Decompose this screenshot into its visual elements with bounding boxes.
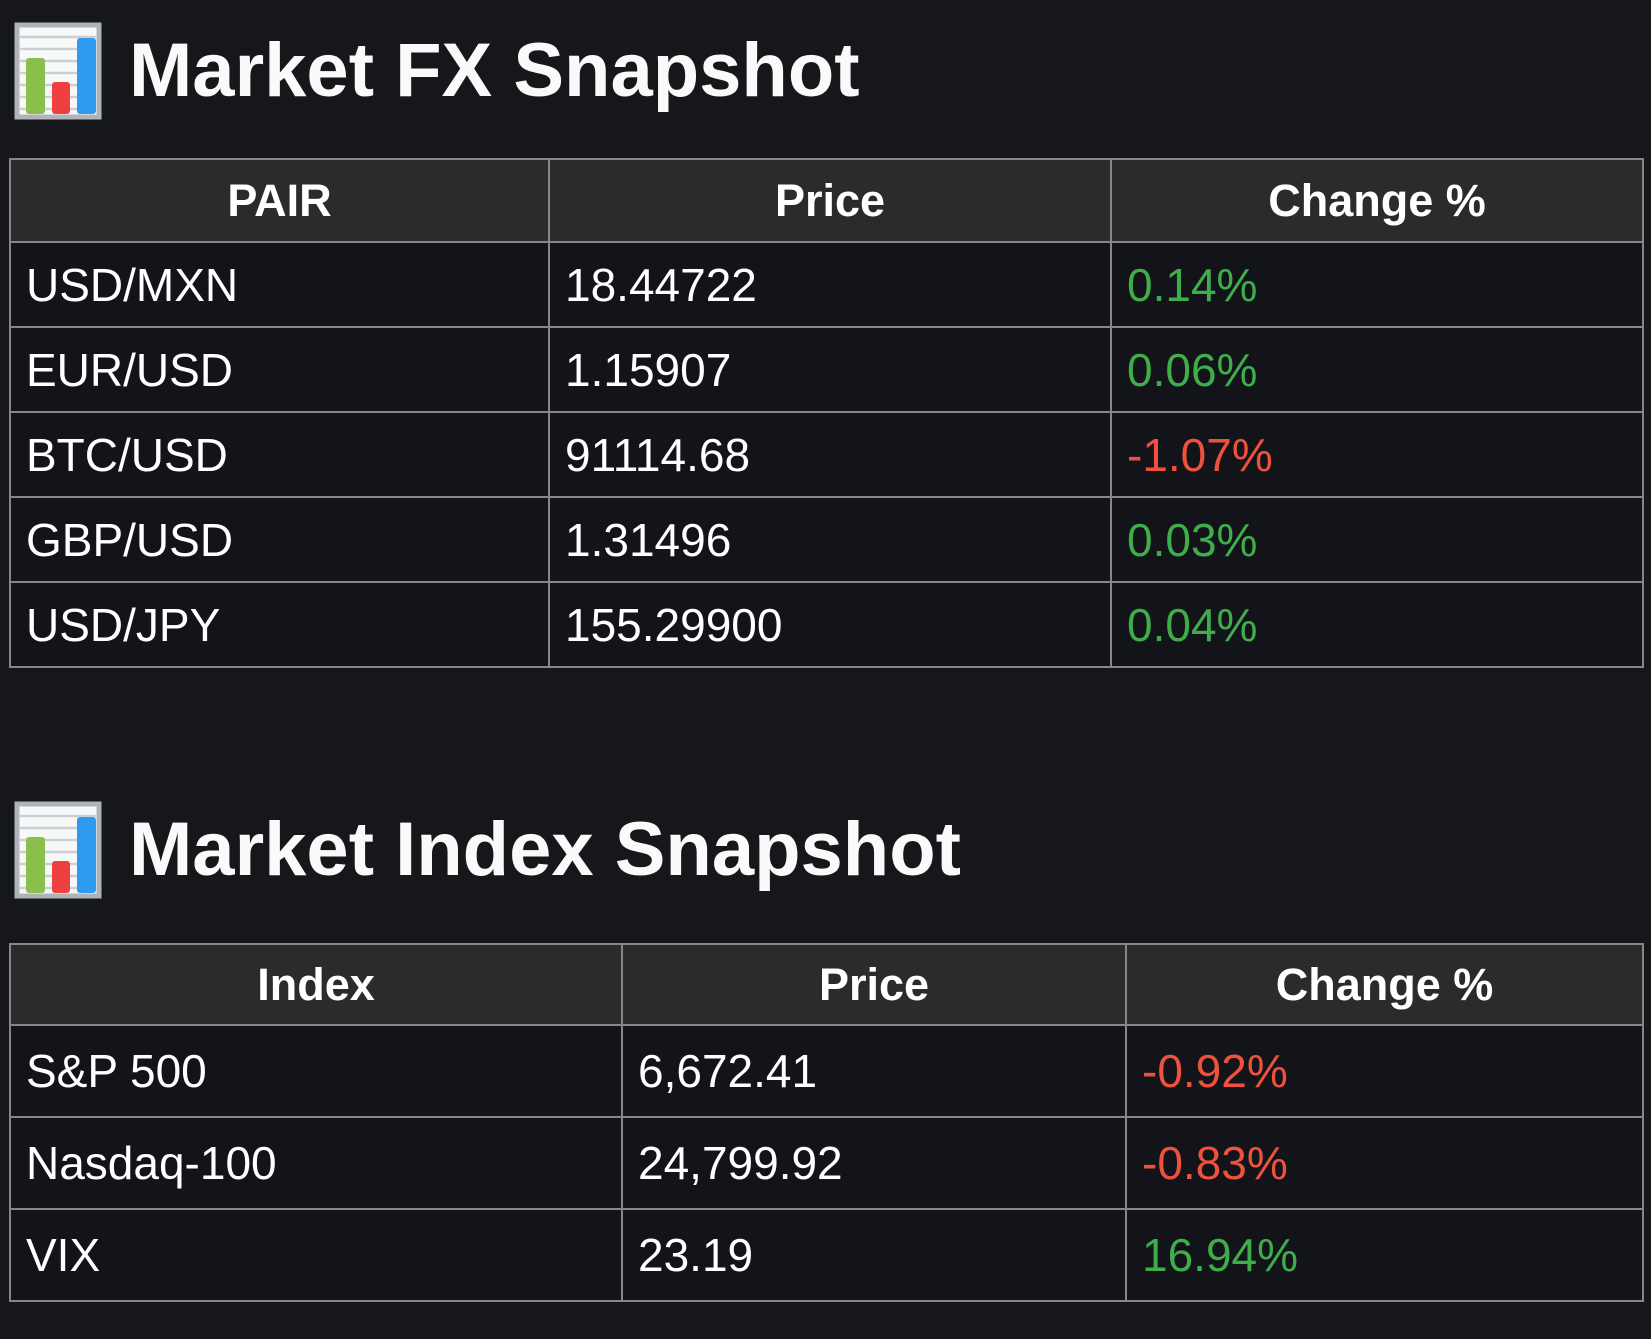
- fx-col-header-change: Change %: [1110, 158, 1644, 243]
- table-row: GBP/USD 1.31496 0.03%: [9, 496, 1644, 583]
- index-table: Index Price Change % S&P 500 6,672.41 -0…: [9, 943, 1644, 1302]
- index-header-row: Index Price Change %: [9, 943, 1644, 1026]
- table-row: EUR/USD 1.15907 0.06%: [9, 326, 1644, 413]
- fx-title-row: Market FX Snapshot: [14, 22, 1651, 120]
- page-title-index: Market Index Snapshot: [129, 807, 961, 892]
- table-row: BTC/USD 91114.68 -1.07%: [9, 411, 1644, 498]
- fx-col-header-price: Price: [548, 158, 1112, 243]
- page-title-fx: Market FX Snapshot: [129, 28, 860, 113]
- bar-chart-icon: [14, 22, 102, 120]
- index-col-header-change: Change %: [1125, 943, 1644, 1026]
- index-cell: Nasdaq-100: [9, 1116, 623, 1210]
- fx-col-header-pair: PAIR: [9, 158, 550, 243]
- change-cell: 0.03%: [1110, 496, 1644, 583]
- table-row: USD/JPY 155.29900 0.04%: [9, 581, 1644, 668]
- price-cell: 1.31496: [548, 496, 1112, 583]
- price-cell: 91114.68: [548, 411, 1112, 498]
- fx-section: Market FX Snapshot PAIR Price Change % U…: [0, 22, 1651, 668]
- index-cell: VIX: [9, 1208, 623, 1302]
- price-cell: 6,672.41: [621, 1024, 1127, 1118]
- table-row: Nasdaq-100 24,799.92 -0.83%: [9, 1116, 1644, 1210]
- pair-cell: USD/MXN: [9, 241, 550, 328]
- price-cell: 24,799.92: [621, 1116, 1127, 1210]
- price-cell: 23.19: [621, 1208, 1127, 1302]
- index-col-header-price: Price: [621, 943, 1127, 1026]
- index-cell: S&P 500: [9, 1024, 623, 1118]
- fx-header-row: PAIR Price Change %: [9, 158, 1644, 243]
- price-cell: 155.29900: [548, 581, 1112, 668]
- change-cell: 0.06%: [1110, 326, 1644, 413]
- change-cell: 16.94%: [1125, 1208, 1644, 1302]
- change-cell: 0.14%: [1110, 241, 1644, 328]
- change-cell: -1.07%: [1110, 411, 1644, 498]
- pair-cell: USD/JPY: [9, 581, 550, 668]
- index-title-row: Market Index Snapshot: [14, 801, 1651, 899]
- table-row: S&P 500 6,672.41 -0.92%: [9, 1024, 1644, 1118]
- table-row: VIX 23.19 16.94%: [9, 1208, 1644, 1302]
- bar-chart-icon: [14, 801, 102, 899]
- change-cell: 0.04%: [1110, 581, 1644, 668]
- index-section: Market Index Snapshot Index Price Change…: [0, 801, 1651, 1302]
- pair-cell: GBP/USD: [9, 496, 550, 583]
- price-cell: 1.15907: [548, 326, 1112, 413]
- index-col-header-index: Index: [9, 943, 623, 1026]
- fx-table: PAIR Price Change % USD/MXN 18.44722 0.1…: [9, 158, 1644, 668]
- change-cell: -0.83%: [1125, 1116, 1644, 1210]
- pair-cell: EUR/USD: [9, 326, 550, 413]
- change-cell: -0.92%: [1125, 1024, 1644, 1118]
- table-row: USD/MXN 18.44722 0.14%: [9, 241, 1644, 328]
- price-cell: 18.44722: [548, 241, 1112, 328]
- pair-cell: BTC/USD: [9, 411, 550, 498]
